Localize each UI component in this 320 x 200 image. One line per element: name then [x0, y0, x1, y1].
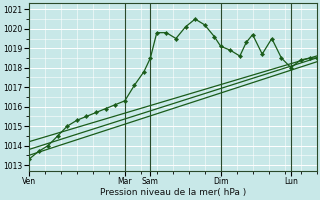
X-axis label: Pression niveau de la mer( hPa ): Pression niveau de la mer( hPa ) — [100, 188, 246, 197]
